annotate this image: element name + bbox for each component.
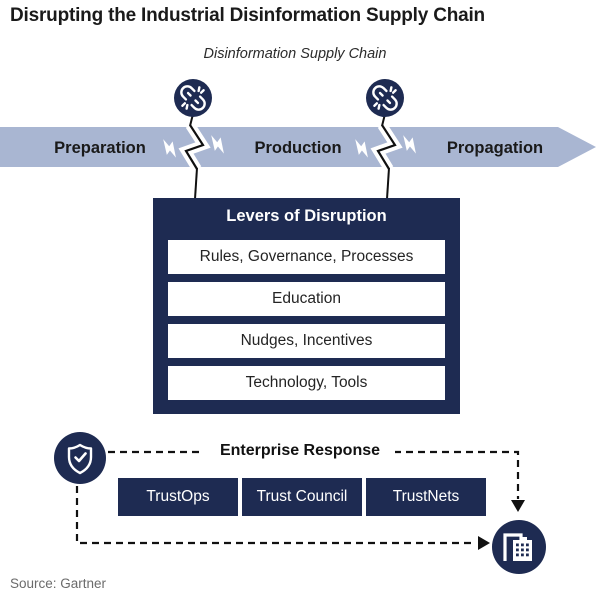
stage-label-production: Production — [254, 139, 342, 157]
supply-chain-arrow-band — [0, 127, 596, 167]
broken-link-icon — [366, 79, 404, 117]
enterprise-flow-dashed-lines — [75, 450, 520, 545]
page-title: Disrupting the Industrial Disinformation… — [10, 5, 485, 26]
supply-chain-subtitle: Disinformation Supply Chain — [203, 46, 387, 62]
team-box-trustops: TrustOps — [118, 478, 238, 516]
shield-check-icon — [54, 432, 106, 484]
stage-label-preparation: Preparation — [54, 139, 146, 157]
lever-item-nudges-incentives: Nudges, Incentives — [168, 324, 445, 358]
lever-item-education: Education — [168, 282, 445, 316]
down-arrow-icon — [511, 500, 525, 512]
lightning-bolt-icon — [403, 135, 416, 154]
lightning-bolt-icon — [163, 139, 176, 158]
levers-title: Levers of Disruption — [226, 207, 387, 225]
lever-item-technology-tools: Technology, Tools — [168, 366, 445, 400]
connector-line — [386, 167, 390, 200]
building-icon — [492, 520, 546, 574]
lightning-bolt-icon — [355, 139, 368, 158]
team-box-trustnets: TrustNets — [366, 478, 486, 516]
connector-line — [194, 167, 198, 200]
enterprise-response-label: Enterprise Response — [205, 442, 395, 460]
lightning-bolt-icon — [211, 135, 224, 154]
broken-link-icon — [174, 79, 212, 117]
supply-chain-break-2 — [355, 113, 416, 200]
stage-label-propagation: Propagation — [446, 139, 544, 157]
right-arrow-icon — [478, 536, 490, 550]
supply-chain-break-1 — [163, 113, 224, 200]
source-attribution: Source: Gartner — [10, 576, 107, 591]
lever-item-rules-governance-processes: Rules, Governance, Processes — [168, 240, 445, 274]
team-box-trust-council: Trust Council — [242, 478, 362, 516]
